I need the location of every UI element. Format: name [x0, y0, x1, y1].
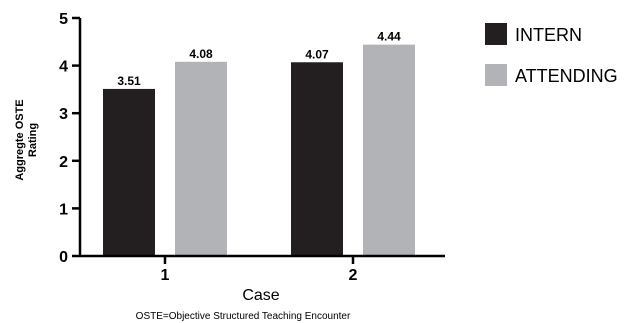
bar-value-labels: 3.51 4.07 4.08 4.44	[117, 30, 401, 88]
bar-intern-case-1	[103, 88, 155, 256]
y-tick-label: 4	[59, 59, 68, 76]
bar-attending-case-1	[175, 61, 227, 257]
bar-attending-case-2	[363, 44, 415, 256]
bar-value-label: 4.07	[305, 47, 329, 61]
y-tick-label: 2	[59, 154, 68, 171]
bar-value-label: 4.44	[377, 30, 401, 44]
bar-value-label: 3.51	[117, 74, 141, 88]
x-tick-label: 2	[349, 267, 358, 284]
y-tick-label: 0	[59, 249, 68, 266]
legend-swatch-attending	[485, 64, 507, 86]
legend-label-attending: ATTENDING	[515, 66, 618, 86]
y-tick-label: 3	[59, 106, 68, 123]
legend: INTERN ATTENDING	[485, 23, 618, 86]
y-axis-title-line1: Aggregte OSTE	[14, 99, 26, 180]
y-axis-ticks: 0 1 2 3 4 5	[59, 11, 80, 266]
legend-label-intern: INTERN	[515, 25, 582, 45]
y-tick-label: 5	[59, 11, 68, 28]
y-axis-title-line2: Rating	[27, 123, 39, 157]
bars	[103, 44, 415, 257]
footnote: OSTE=Objective Structured Teaching Encou…	[136, 311, 351, 322]
y-tick-label: 1	[59, 201, 68, 218]
bar-intern-case-2	[291, 62, 343, 256]
bar-value-label: 4.08	[189, 47, 213, 61]
x-axis-title: Case	[242, 287, 279, 304]
x-tick-label: 1	[161, 267, 170, 284]
legend-swatch-intern	[485, 23, 507, 45]
